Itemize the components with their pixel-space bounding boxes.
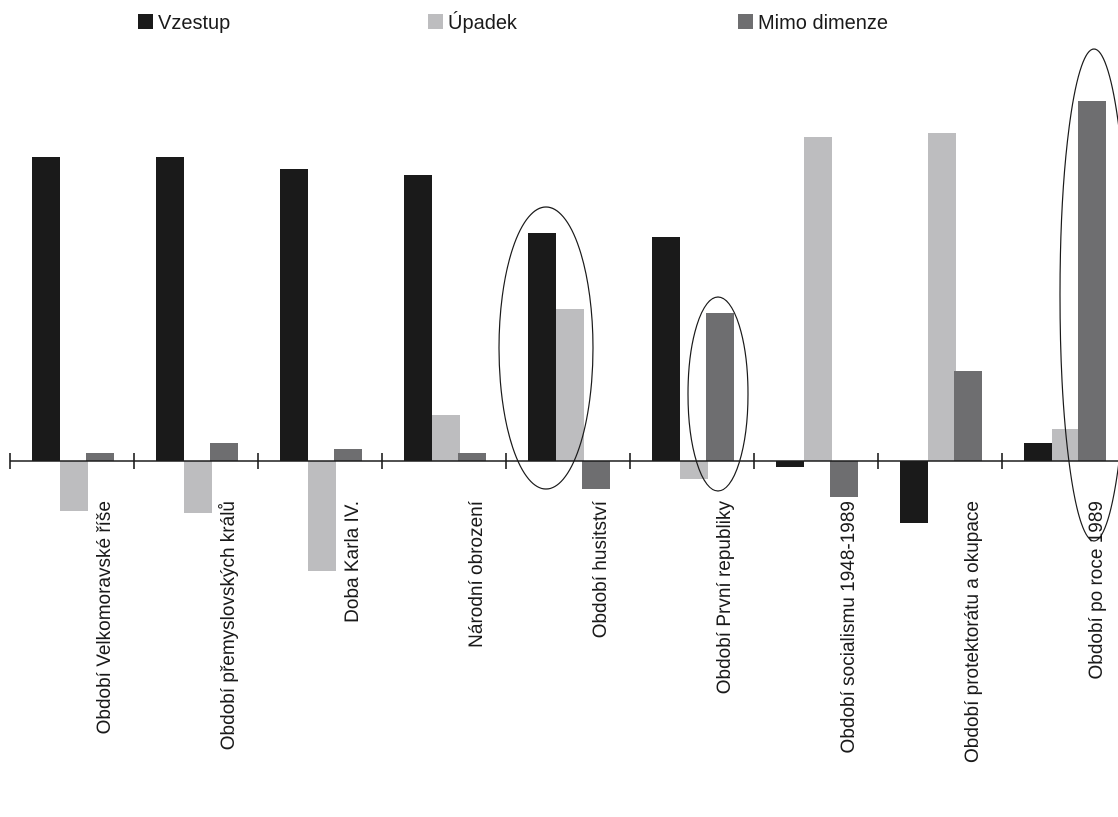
bar: [280, 169, 308, 461]
legend-item-3: Mimo dimenze: [738, 12, 888, 34]
bar: [652, 237, 680, 461]
annotations: [498, 48, 1118, 542]
x-axis: [9, 453, 1118, 469]
bar: [86, 453, 114, 461]
bar: [928, 133, 956, 461]
bar: [1078, 101, 1106, 461]
category-label: Období po roce 1989: [1086, 501, 1107, 680]
legend-label: Úpadek: [448, 11, 518, 34]
legend-label: Mimo dimenze: [758, 12, 888, 34]
bar-group: [1024, 101, 1106, 461]
bar: [458, 453, 486, 461]
bar: [404, 175, 432, 461]
bar: [184, 461, 212, 513]
bar: [528, 233, 556, 461]
bar: [776, 461, 804, 467]
bar-group: [404, 175, 486, 461]
category-label: Období První republiky: [714, 501, 735, 695]
bar: [308, 461, 336, 571]
legend-label: Vzestup: [158, 12, 230, 34]
bar: [32, 157, 60, 461]
bar-group: [652, 237, 734, 479]
bar: [804, 137, 832, 461]
legend-item-2: Úpadek: [428, 11, 518, 34]
bar: [1024, 443, 1052, 461]
bar: [334, 449, 362, 461]
bar: [706, 313, 734, 461]
bar: [900, 461, 928, 523]
category-label: Období socialismu 1948-1989: [838, 501, 859, 753]
bar: [60, 461, 88, 511]
highlight-ellipse: [1059, 48, 1118, 542]
category-label: Období přemyslovských králů: [218, 501, 239, 750]
bar-group: [776, 137, 858, 497]
category-label: Období Velkomoravské říše: [94, 501, 115, 734]
bar: [556, 309, 584, 461]
bar: [432, 415, 460, 461]
highlight-ellipse: [498, 206, 594, 490]
legend-swatch: [428, 14, 443, 29]
category-label: Doba Karla IV.: [342, 501, 363, 623]
bar: [680, 461, 708, 479]
legend: Vzestup Úpadek Mimo dimenze: [138, 11, 888, 34]
category-labels: Období Velkomoravské říše Období přemyslo…: [94, 500, 1107, 763]
category-label: Období husitství: [590, 500, 611, 638]
bars: [32, 101, 1106, 571]
category-label: Období protektorátu a okupace: [962, 501, 983, 763]
bar-group: [280, 169, 362, 571]
bar-group: [900, 133, 982, 523]
legend-item-1: Vzestup: [138, 12, 230, 34]
bar-group: [156, 157, 238, 513]
bar: [582, 461, 610, 489]
bar: [954, 371, 982, 461]
bar-group: [32, 157, 114, 511]
category-label: Národní obrození: [466, 500, 487, 648]
bar-group: [528, 233, 610, 489]
legend-swatch: [738, 14, 753, 29]
bar: [830, 461, 858, 497]
bar: [156, 157, 184, 461]
legend-swatch: [138, 14, 153, 29]
bar: [210, 443, 238, 461]
highlight-ellipse: [687, 296, 749, 492]
